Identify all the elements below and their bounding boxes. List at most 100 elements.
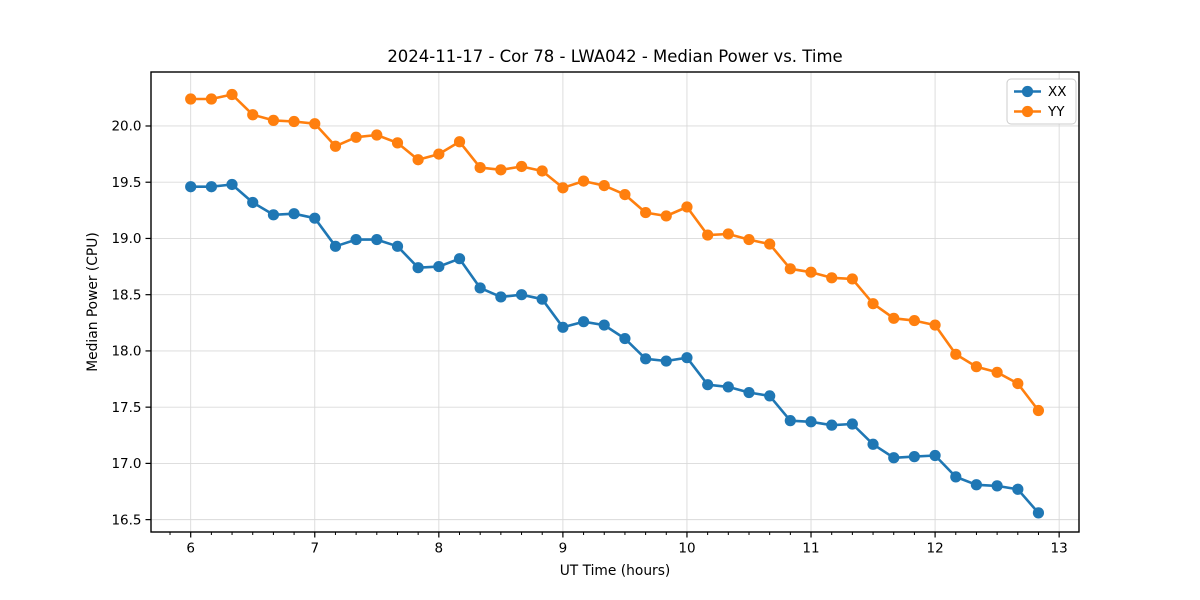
x-axis-tick-label: 11: [802, 541, 819, 557]
data-point-marker: [619, 188, 631, 201]
data-point-marker: [205, 181, 218, 193]
data-point-marker: [1032, 404, 1045, 417]
chart-title: 2024-11-17 - Cor 78 - LWA042 - Median Po…: [387, 47, 843, 66]
data-point-marker: [784, 263, 796, 275]
data-point-marker: [598, 319, 610, 331]
data-point-marker: [640, 206, 652, 219]
data-point-marker: [350, 233, 362, 246]
x-axis-tick-label: 8: [435, 541, 444, 557]
data-point-marker: [329, 140, 342, 152]
legend-marker: [1021, 105, 1034, 118]
data-point-marker: [660, 210, 672, 222]
data-point-marker: [908, 451, 920, 463]
series-XX: [185, 178, 1045, 519]
data-point-marker: [846, 418, 858, 430]
legend: XX YY: [1006, 78, 1077, 125]
data-point-marker: [702, 229, 714, 241]
data-point-marker: [309, 118, 321, 130]
data-point-marker: [805, 416, 817, 428]
data-point-marker: [433, 260, 445, 273]
data-point-marker: [288, 115, 300, 128]
data-point-marker: [826, 419, 838, 431]
data-point-marker: [557, 321, 569, 333]
data-point-marker: [805, 266, 817, 278]
data-point-marker: [371, 233, 383, 246]
data-point-marker: [929, 319, 941, 331]
data-point-marker: [702, 379, 714, 391]
y-axis-tick-label: 17.0: [111, 456, 141, 472]
data-point-marker: [846, 273, 858, 285]
y-axis-tick-label: 18.0: [111, 344, 141, 360]
series-YY: [185, 88, 1045, 417]
data-point-marker: [185, 93, 197, 105]
data-point-marker: [888, 312, 900, 324]
data-point-marker: [474, 161, 486, 174]
y-axis-tick-label: 20.0: [111, 119, 141, 135]
data-point-marker: [640, 353, 652, 365]
data-point-marker: [950, 348, 962, 360]
data-point-marker: [764, 390, 776, 402]
data-point-marker: [1032, 507, 1045, 519]
data-point-marker: [681, 352, 693, 364]
x-axis-tick-label: 9: [559, 541, 568, 557]
plot-border: [150, 71, 1080, 533]
data-point-marker: [205, 93, 218, 105]
x-axis-tick-label: 12: [926, 541, 943, 557]
y-axis: 16.5 17.0 17.5 18.0 18.5 19.0 19.5 20.0: [111, 119, 151, 528]
data-point-marker: [453, 253, 466, 265]
x-axis-title: UT Time (hours): [559, 563, 671, 579]
data-point-marker: [495, 164, 507, 176]
data-point-marker: [226, 88, 238, 101]
x-axis-tick-label: 7: [310, 541, 319, 557]
x-axis-tick-label: 6: [186, 541, 195, 557]
data-point-marker: [288, 208, 300, 220]
data-point-marker: [536, 293, 548, 305]
data-point-marker: [412, 154, 424, 166]
data-point-marker: [578, 316, 590, 328]
data-point-marker: [185, 181, 197, 193]
data-point-marker: [453, 136, 466, 148]
legend-label: XX: [1048, 84, 1067, 100]
data-point-marker: [660, 355, 672, 367]
data-point-marker: [495, 291, 507, 303]
data-point-marker: [267, 209, 280, 221]
data-point-marker: [970, 479, 982, 491]
data-point-marker: [784, 415, 796, 427]
series-line-YY: [190, 93, 1040, 412]
data-point-marker: [247, 196, 259, 209]
data-point-marker: [515, 289, 528, 301]
data-point-marker: [722, 381, 734, 393]
data-point-marker: [391, 240, 404, 252]
data-point-marker: [888, 452, 900, 464]
data-point-marker: [867, 438, 879, 450]
data-point-marker: [1012, 483, 1024, 495]
data-point-marker: [598, 179, 610, 192]
data-point-marker: [226, 178, 238, 191]
data-point-marker: [826, 272, 838, 284]
grid-layer: [151, 72, 1079, 532]
data-point-marker: [743, 233, 755, 246]
data-point-marker: [536, 165, 548, 177]
y-axis-tick-label: 17.5: [111, 400, 141, 416]
data-point-marker: [722, 228, 734, 240]
legend-marker: [1021, 85, 1034, 98]
data-point-marker: [474, 282, 486, 294]
data-point-marker: [350, 131, 362, 143]
legend-label: YY: [1047, 104, 1065, 120]
data-point-marker: [433, 148, 445, 160]
data-point-marker: [247, 109, 259, 121]
data-point-marker: [681, 201, 693, 213]
x-axis-tick-label: 13: [1051, 541, 1068, 557]
data-point-marker: [991, 366, 1003, 378]
data-point-marker: [950, 471, 962, 483]
data-point-marker: [991, 480, 1003, 492]
data-point-marker: [309, 212, 321, 224]
data-point-marker: [908, 314, 920, 327]
data-point-marker: [743, 386, 755, 399]
x-axis: 6 7 8 9 10 11 12 13: [169, 532, 1068, 557]
y-axis-tick-label: 19.0: [111, 231, 141, 247]
data-point-marker: [557, 182, 569, 194]
data-point-marker: [929, 449, 941, 462]
y-axis-tick-label: 19.5: [111, 175, 141, 191]
